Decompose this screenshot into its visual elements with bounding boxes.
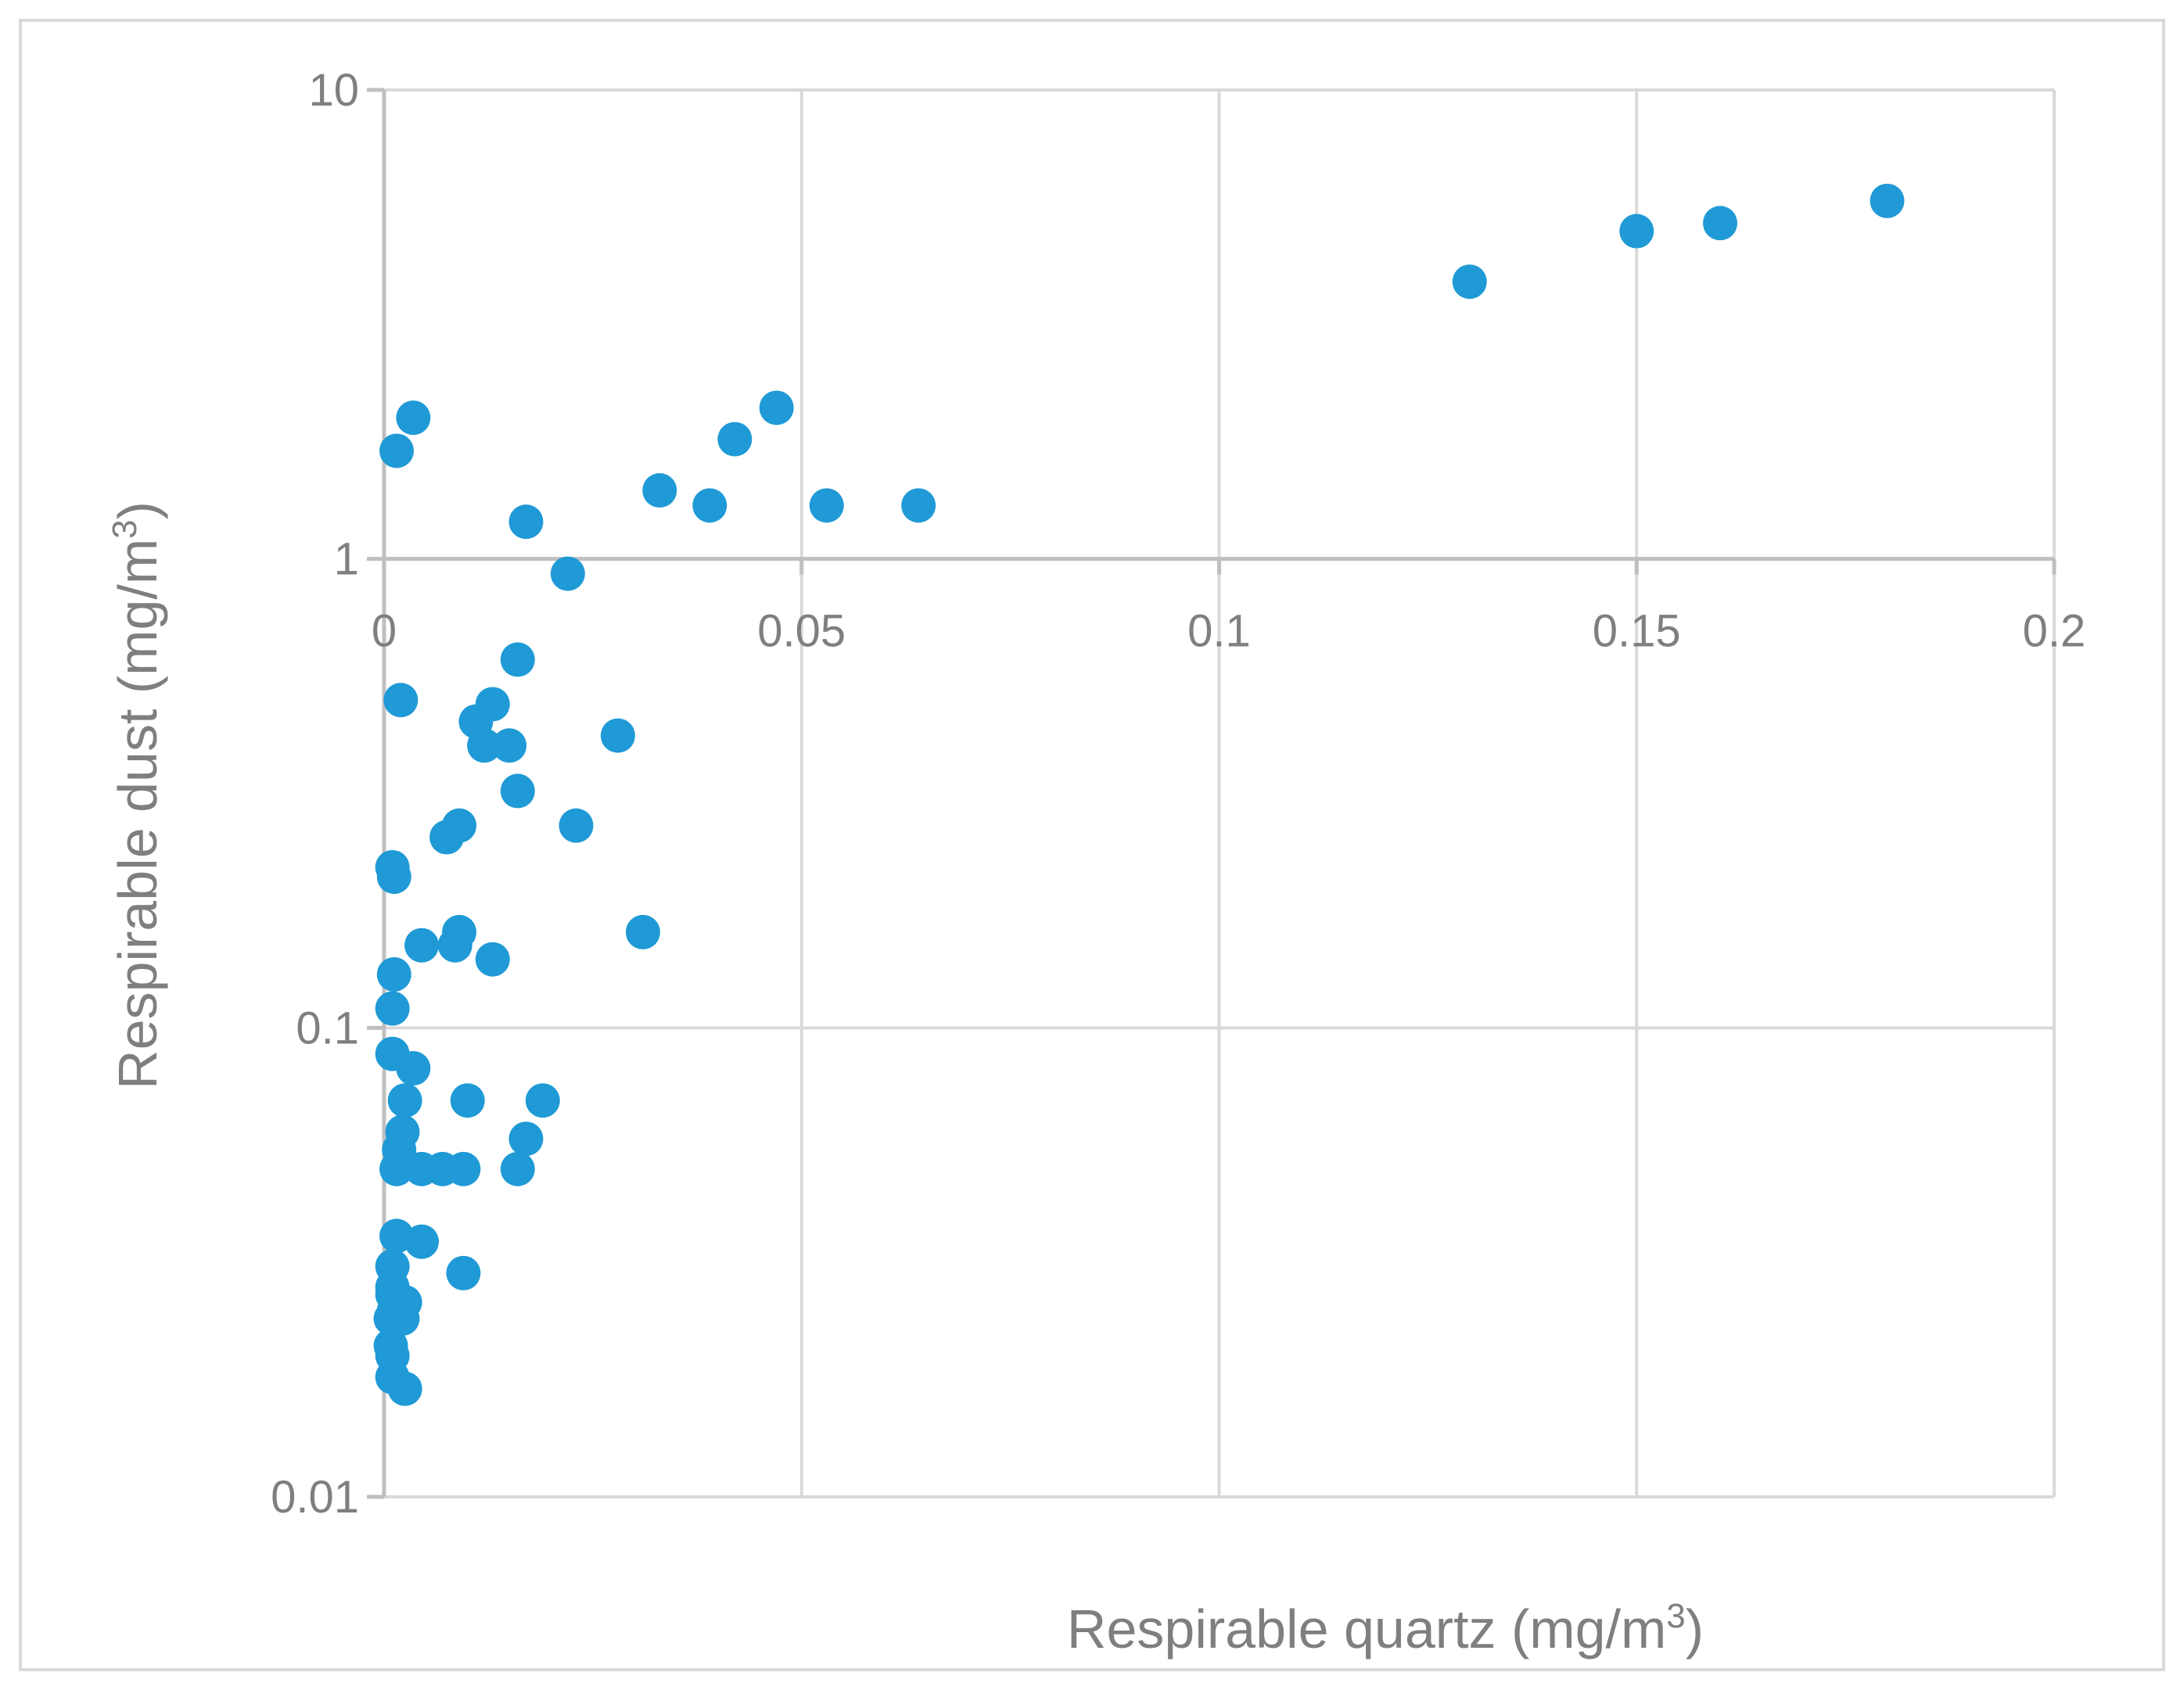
data-point	[446, 1255, 481, 1290]
data-point	[1619, 213, 1654, 249]
data-point	[559, 808, 594, 843]
data-point	[492, 728, 527, 763]
y-axis-title-main: Respirable dust (mg/m	[107, 539, 168, 1089]
data-point	[600, 718, 635, 753]
x-tick-label: 0.05	[757, 606, 846, 657]
data-point	[376, 859, 411, 895]
data-point	[379, 433, 415, 468]
y-axis-title-end: )	[107, 501, 168, 519]
data-point-layer	[373, 183, 1905, 1406]
y-tick-label: 0.01	[271, 1472, 359, 1523]
x-tick-label: 0.2	[2023, 606, 2086, 657]
x-axis-title-superscript: 3	[1666, 1597, 1685, 1635]
chart-border	[19, 19, 2165, 1671]
data-point	[396, 1051, 431, 1086]
data-point	[642, 473, 677, 508]
data-point	[625, 914, 660, 949]
data-point	[450, 1083, 485, 1118]
data-point	[475, 942, 510, 977]
data-point	[404, 1224, 440, 1259]
data-point	[404, 928, 440, 963]
x-tick-label: 0	[372, 606, 397, 657]
y-tick-label: 10	[308, 65, 359, 116]
data-point	[525, 1083, 560, 1118]
data-point	[446, 1151, 481, 1186]
data-point	[500, 642, 535, 677]
x-axis-title-end: )	[1686, 1599, 1704, 1660]
data-point	[1452, 264, 1487, 300]
data-point	[1870, 183, 1905, 218]
grid-layer	[384, 88, 2056, 1498]
x-tick-label: 0.15	[1593, 606, 1681, 657]
data-point	[437, 928, 472, 963]
data-point	[809, 488, 844, 523]
data-point	[717, 422, 753, 457]
data-point	[550, 556, 585, 591]
data-point	[500, 773, 535, 809]
data-point	[383, 683, 418, 718]
data-point	[396, 400, 431, 436]
y-tick-label: 0.1	[296, 1003, 359, 1053]
data-point	[692, 488, 727, 523]
data-point	[379, 1151, 415, 1186]
data-point	[387, 1371, 422, 1406]
y-axis-title-superscript: 3	[106, 519, 144, 538]
data-point	[901, 488, 936, 523]
tick-label-layer: 0.01 0.1 1 10 0 0.05 0.1 0.15 0.2	[271, 65, 2085, 1523]
data-point	[508, 504, 544, 540]
data-point	[376, 957, 411, 992]
x-axis-title: Respirable quartz (mg/m3)	[1067, 1597, 1704, 1660]
data-point	[375, 991, 410, 1026]
data-point	[1703, 206, 1737, 241]
data-point	[500, 1151, 535, 1186]
data-point	[429, 820, 465, 855]
data-point	[385, 1301, 420, 1336]
data-point	[467, 728, 502, 763]
data-point	[387, 1083, 422, 1118]
x-axis-title-main: Respirable quartz (mg/m	[1067, 1599, 1666, 1660]
x-tick-label: 0.1	[1187, 606, 1251, 657]
y-axis-title: Respirable dust (mg/m3)	[106, 501, 168, 1089]
y-tick-label: 1	[334, 534, 359, 585]
data-point	[759, 390, 794, 425]
data-point	[508, 1121, 544, 1157]
